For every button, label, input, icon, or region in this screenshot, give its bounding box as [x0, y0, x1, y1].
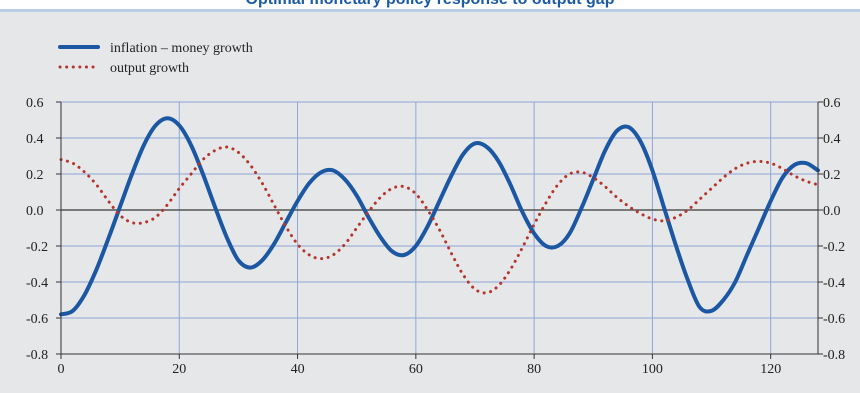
x-tick-label: 40 [291, 362, 305, 377]
y-tick-label-right: 0.4 [823, 132, 841, 147]
x-tick-label: 120 [760, 362, 781, 377]
y-tick-label-right: -0.6 [823, 312, 845, 327]
x-tick-label: 20 [172, 362, 186, 377]
legend-label: output growth [110, 61, 189, 76]
title-bar: Optimal monetary policy response to outp… [0, 0, 860, 9]
y-tick-label-right: 0.2 [823, 168, 841, 183]
legend-label: inflation – money growth [110, 41, 253, 56]
y-tick-label-left: 0.6 [26, 96, 44, 111]
y-tick-label-left: 0.2 [26, 168, 44, 183]
x-tick-label: 80 [527, 362, 541, 377]
y-tick-label-right: -0.4 [823, 276, 845, 291]
x-tick-label: 60 [409, 362, 423, 377]
y-tick-label-left: 0.0 [26, 204, 44, 219]
grid [61, 101, 818, 354]
y-tick-label-left: -0.8 [26, 348, 48, 363]
chart-title: Optimal monetary policy response to outp… [0, 0, 860, 9]
inflation-money-growth-line [59, 116, 820, 317]
y-tick-label-right: 0.6 [823, 96, 841, 111]
y-tick-label-right: -0.2 [823, 240, 845, 255]
title-rule [0, 9, 860, 12]
y-tick-label-left: -0.4 [26, 276, 48, 291]
y-tick-label-right: 0.0 [823, 204, 841, 219]
y-tick-label-right: -0.8 [823, 348, 845, 363]
x-tick-label: 0 [58, 362, 65, 377]
axes: 0.6 0.6 0.4 0.4 0.2 0.2 0.0 0.0 -0.2 -0.2 -0.4 -0.4… [26, 96, 845, 377]
x-tick-label: 100 [642, 362, 663, 377]
y-tick-label-left: -0.6 [26, 312, 48, 327]
series-group [59, 116, 820, 317]
output-growth-line [59, 145, 820, 295]
y-tick-label-left: -0.2 [26, 240, 48, 255]
legend: inflation – money growth output growth [58, 41, 253, 76]
y-tick-label-left: 0.4 [26, 132, 44, 147]
